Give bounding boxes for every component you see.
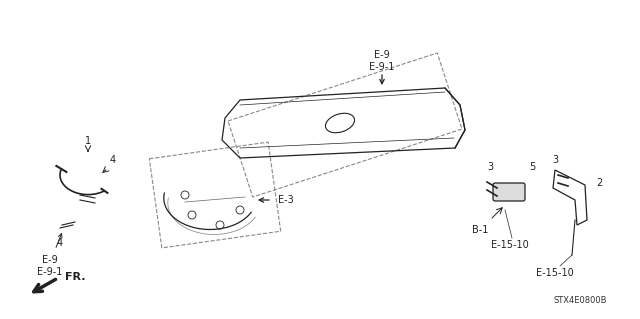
Bar xyxy=(149,142,281,248)
Text: 2: 2 xyxy=(596,178,602,188)
Text: 3: 3 xyxy=(487,162,493,172)
Text: E-9
E-9-1: E-9 E-9-1 xyxy=(369,50,395,72)
Text: E-15-10: E-15-10 xyxy=(491,240,529,250)
Text: E-15-10: E-15-10 xyxy=(536,268,574,278)
Bar xyxy=(228,53,462,197)
Text: 3: 3 xyxy=(552,155,558,165)
Text: 4: 4 xyxy=(57,238,63,248)
Text: B-1: B-1 xyxy=(472,225,488,235)
Text: E-9
E-9-1: E-9 E-9-1 xyxy=(37,255,63,278)
Text: FR.: FR. xyxy=(65,272,86,282)
Text: STX4E0800B: STX4E0800B xyxy=(553,296,607,305)
Text: 1: 1 xyxy=(85,136,91,146)
Text: 5: 5 xyxy=(529,162,535,172)
Text: E-3: E-3 xyxy=(278,195,294,205)
FancyBboxPatch shape xyxy=(493,183,525,201)
Text: 4: 4 xyxy=(110,155,116,165)
